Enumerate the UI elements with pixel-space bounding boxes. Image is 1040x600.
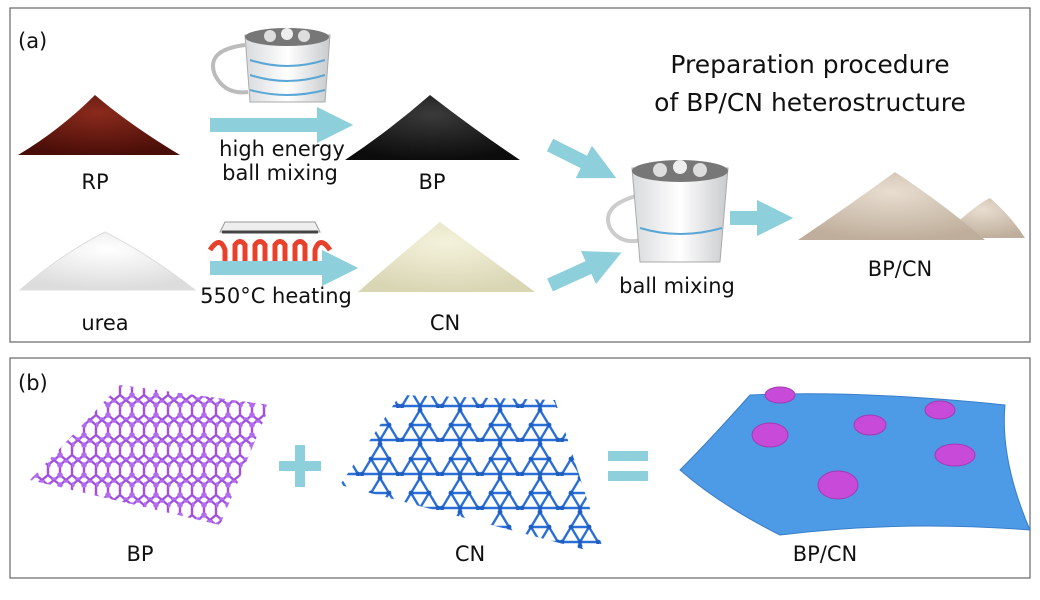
node-label: urea — [81, 311, 128, 335]
node-label: RP — [81, 170, 108, 194]
ball-mill — [606, 160, 729, 263]
title: Preparation procedure — [670, 50, 949, 79]
node-label: BP — [418, 170, 445, 194]
step-label: ball mixing — [222, 161, 338, 185]
item-label: CN — [455, 542, 485, 566]
bpcn-pile — [798, 172, 985, 240]
rp-pile — [18, 95, 180, 155]
item-label: BP — [126, 542, 153, 566]
equals-sign — [608, 451, 648, 481]
ball-mill — [211, 28, 331, 103]
cn-lattice — [340, 395, 605, 555]
arrow — [210, 106, 794, 292]
item-label: BP/CN — [793, 542, 858, 566]
node-label: BP/CN — [868, 257, 933, 281]
panel-label: (a) — [18, 29, 47, 53]
bp-pile — [345, 95, 520, 160]
step-label: ball mixing — [619, 274, 735, 298]
bp-flake — [751, 386, 976, 500]
step-label: high energy — [219, 137, 345, 161]
node-label: CN — [430, 311, 460, 335]
step-label: 550°C heating — [200, 284, 352, 308]
panel-label: (b) — [18, 371, 48, 395]
bp-lattice — [30, 385, 270, 525]
cn-pile — [358, 222, 535, 292]
urea-pile — [18, 231, 197, 291]
plus-sign — [279, 445, 321, 487]
title: of BP/CN heterostructure — [654, 88, 966, 117]
